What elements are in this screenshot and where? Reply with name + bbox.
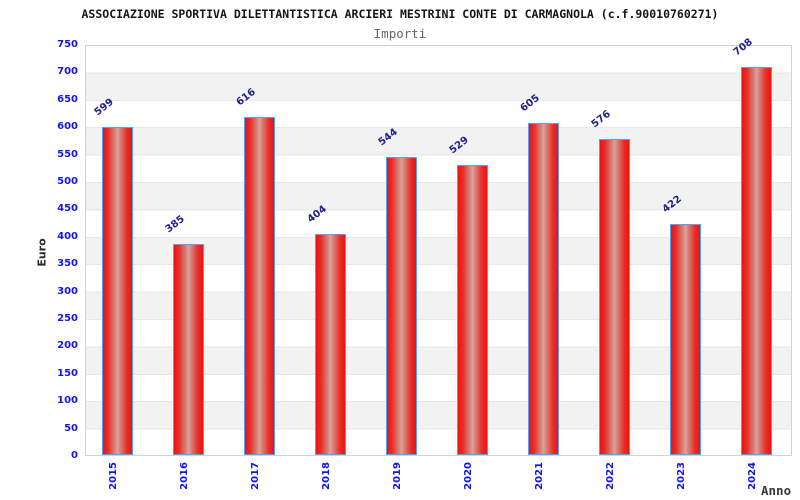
bar-2023 bbox=[669, 224, 701, 455]
y-axis-tick-label: 650 bbox=[57, 93, 78, 105]
x-axis-tick-label: 2020 bbox=[463, 462, 474, 490]
y-axis-tick-label: 400 bbox=[57, 230, 78, 242]
x-axis-tick-label: 2019 bbox=[392, 462, 403, 490]
x-axis-tick-label: 2018 bbox=[321, 462, 332, 490]
bar-2016 bbox=[172, 244, 204, 455]
x-axis-tick-label: 2022 bbox=[605, 462, 616, 490]
x-axis-tick-label: 2021 bbox=[534, 462, 545, 490]
bar-2015 bbox=[101, 127, 133, 455]
y-axis-tick-label: 550 bbox=[57, 148, 78, 160]
y-axis-tick-label: 300 bbox=[57, 285, 78, 297]
chart-title: ASSOCIAZIONE SPORTIVA DILETTANTISTICA AR… bbox=[81, 7, 719, 21]
y-axis-tick-label: 450 bbox=[57, 203, 78, 215]
bar-2022 bbox=[598, 139, 630, 455]
y-axis-tick-label: 100 bbox=[57, 395, 78, 407]
x-axis-title: Anno bbox=[761, 483, 792, 498]
bar-2021 bbox=[527, 123, 559, 455]
y-axis-tick-label: 250 bbox=[57, 313, 78, 324]
y-axis-tick-label: 150 bbox=[57, 367, 78, 379]
chart-subtitle: Importi bbox=[373, 26, 427, 41]
y-axis-tick-label: 200 bbox=[57, 340, 78, 352]
x-axis-tick-label: 2015 bbox=[108, 462, 119, 490]
y-axis-tick-label: 600 bbox=[57, 121, 78, 133]
bar-2018 bbox=[314, 234, 346, 455]
x-axis-tick-label: 2017 bbox=[250, 462, 261, 490]
y-axis-tick-label: 50 bbox=[64, 422, 78, 434]
x-axis-tick-label: 2023 bbox=[676, 462, 687, 490]
x-axis-tick-label: 2024 bbox=[747, 462, 758, 490]
y-axis-title: Euro bbox=[35, 238, 49, 267]
y-axis-tick-label: 0 bbox=[71, 450, 78, 461]
x-axis-tick-label: 2016 bbox=[179, 462, 190, 490]
bar-2017 bbox=[243, 117, 275, 455]
bar-2019 bbox=[385, 157, 417, 455]
bar-2020 bbox=[456, 165, 488, 455]
bar-2024 bbox=[740, 67, 772, 455]
y-axis-tick-label: 350 bbox=[57, 258, 78, 270]
plot-area bbox=[85, 45, 792, 456]
y-axis-tick-label: 750 bbox=[57, 39, 78, 50]
y-axis-tick-label: 700 bbox=[57, 66, 78, 78]
y-axis-tick-label: 500 bbox=[57, 176, 78, 187]
